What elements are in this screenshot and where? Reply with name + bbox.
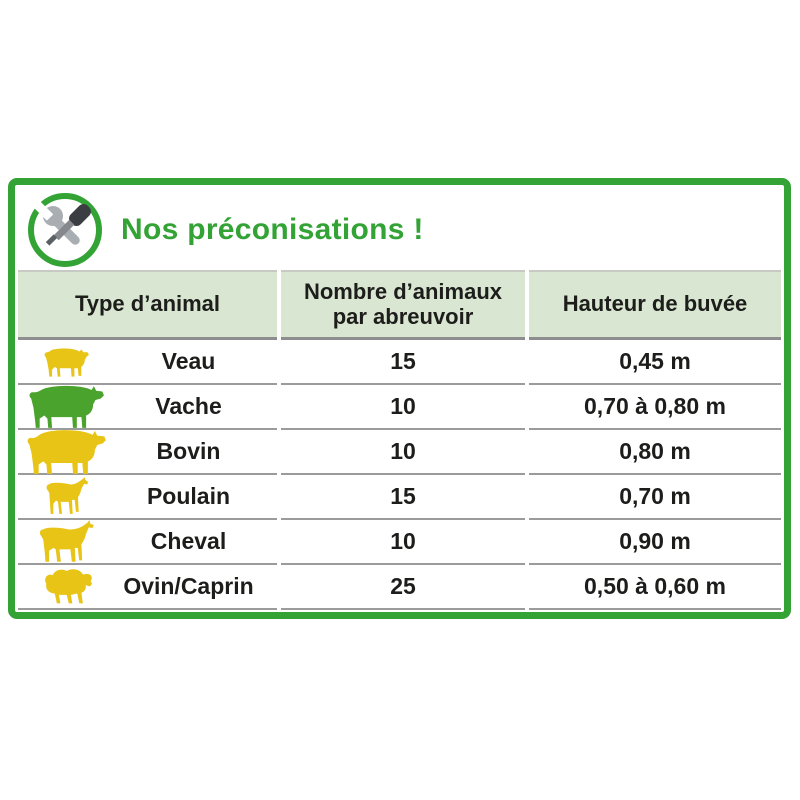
animal-name: Ovin/Caprin xyxy=(123,573,254,599)
col-header-animal-type: Type d’animal xyxy=(18,270,277,340)
horse-icon xyxy=(18,519,114,564)
count-cell: 15 xyxy=(281,340,525,385)
panel-title: Nos préconisations ! xyxy=(121,213,424,246)
height-cell: 0,90 m xyxy=(529,520,781,565)
table-row-animal-cell: Poulain xyxy=(18,475,277,520)
table-row-animal-cell: Ovin/Caprin xyxy=(18,565,277,610)
count-cell: 10 xyxy=(281,520,525,565)
height-cell: 0,70 m xyxy=(529,475,781,520)
col-header-label: Type d’animal xyxy=(74,291,221,317)
height-cell: 0,80 m xyxy=(529,430,781,475)
col-header-animals-per-trough: Nombre d’animaux par abreuvoir xyxy=(281,270,525,340)
count-cell: 10 xyxy=(281,385,525,430)
count-cell: 25 xyxy=(281,565,525,610)
cow-icon xyxy=(18,383,114,431)
col-header-label-line1: Nombre d’animaux xyxy=(303,278,503,304)
bull-icon xyxy=(18,427,114,477)
animal-name: Veau xyxy=(161,348,216,374)
table-row-animal-cell: Vache xyxy=(18,385,277,430)
recommendations-table: Type d’animal Nombre d’animaux par abreu… xyxy=(18,270,781,610)
height-cell: 0,70 à 0,80 m xyxy=(529,385,781,430)
calf-icon xyxy=(18,346,114,378)
height-cell: 0,50 à 0,60 m xyxy=(529,565,781,610)
recommendations-panel: Nos préconisations ! Type d’animal Nombr… xyxy=(8,178,791,619)
foal-icon xyxy=(18,477,114,516)
col-header-label: Hauteur de buvée xyxy=(562,291,748,317)
tools-icon xyxy=(25,190,105,270)
animal-name: Poulain xyxy=(146,483,231,509)
col-header-drinking-height: Hauteur de buvée xyxy=(529,270,781,340)
table-row-animal-cell: Cheval xyxy=(18,519,277,565)
panel-header: Nos préconisations ! xyxy=(25,189,424,271)
table-row-animal-cell: Veau xyxy=(18,340,277,385)
animal-name: Cheval xyxy=(150,528,227,554)
count-cell: 10 xyxy=(281,430,525,475)
height-cell: 0,45 m xyxy=(529,340,781,385)
col-header-label-line2: par abreuvoir xyxy=(332,303,474,329)
animal-name: Bovin xyxy=(156,438,221,464)
table-row-animal-cell: Bovin xyxy=(18,427,277,477)
sheep-icon xyxy=(18,568,114,605)
animal-name: Vache xyxy=(155,393,222,419)
count-cell: 15 xyxy=(281,475,525,520)
